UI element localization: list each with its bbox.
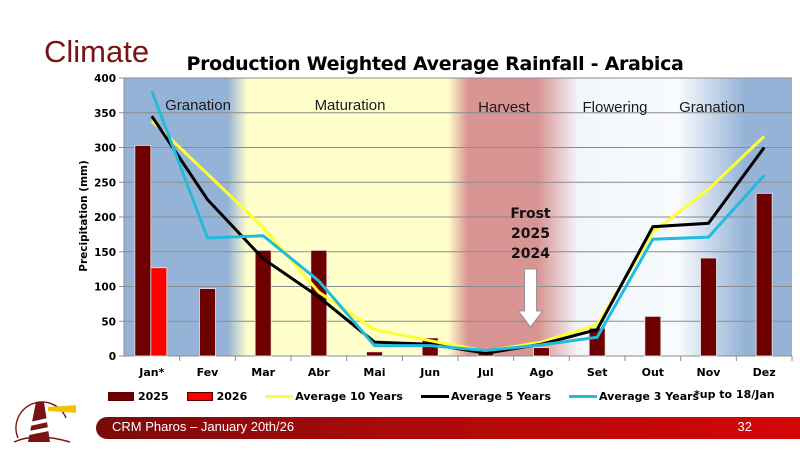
bar-2026 xyxy=(150,267,168,357)
bar-2025 xyxy=(199,288,216,357)
line-average-3-years xyxy=(150,90,766,352)
legend-swatch-avg3 xyxy=(569,394,598,398)
legend-2025: 2025 xyxy=(108,390,169,403)
x-tick-label: Set xyxy=(587,366,608,379)
phase-label: Granation xyxy=(165,97,231,114)
y-tick-label: 400 xyxy=(94,73,116,85)
x-tick-label: Jan* xyxy=(138,366,164,379)
x-tick-label: Jun xyxy=(419,366,440,379)
legend-swatch-avg5 xyxy=(420,394,449,398)
page-number: 32 xyxy=(737,419,752,434)
bars xyxy=(134,145,773,357)
bar-2025 xyxy=(254,249,272,357)
legend-label: Average 10 Years xyxy=(295,389,403,403)
y-tick-label: 300 xyxy=(94,143,116,155)
x-tick-label: Dez xyxy=(753,366,776,379)
x-tick-label: Fev xyxy=(197,366,220,379)
chart-title: Production Weighted Average Rainfall - A… xyxy=(186,53,684,75)
frost-annotation: Frost 2025 2024 xyxy=(510,206,551,328)
y-tick-label: 0 xyxy=(109,351,116,363)
bar-2025 xyxy=(644,315,662,357)
annotation-text: 2024 xyxy=(511,246,550,262)
legend-avg5: Average 5 Years xyxy=(420,389,552,403)
x-tick-label: Out xyxy=(642,366,664,379)
phase-label: Maturation xyxy=(315,97,386,114)
x-tick-label: Mai xyxy=(363,366,385,379)
phase-label: Granation xyxy=(679,99,745,116)
legend-label: Average 3 Years xyxy=(599,389,700,403)
y-tick-label: 100 xyxy=(94,282,116,294)
legend-swatch-avg10 xyxy=(265,394,294,398)
y-tick-label: 200 xyxy=(94,212,116,224)
phase-label: Harvest xyxy=(478,99,531,116)
legend-2026: 2026 xyxy=(186,389,248,403)
down-arrow-icon xyxy=(517,268,544,328)
y-axis-ticks: 0 50 100 150 200 250 300 350 400 xyxy=(94,73,125,363)
y-tick-label: 350 xyxy=(94,108,116,120)
footer-text: CRM Pharos – January 20th/26 xyxy=(112,419,295,434)
legend-label: Average 5 Years xyxy=(450,389,552,403)
x-tick-label: Mar xyxy=(251,366,275,379)
chart-legend: 2025 2026 Average 10 Years Average 5 Yea… xyxy=(108,388,717,404)
lighthouse-logo-icon xyxy=(13,401,76,443)
x-tick-label: Nov xyxy=(697,366,722,379)
bar-2025 xyxy=(533,347,550,357)
footnote: *up to 18/Jan xyxy=(694,388,775,401)
bar-2025 xyxy=(700,257,717,357)
bar-2025 xyxy=(366,351,383,357)
y-tick-label: 250 xyxy=(94,177,116,189)
slide-title: Climate xyxy=(44,34,150,69)
y-axis-label: Precipitation (mm) xyxy=(78,160,90,271)
legend-label: 2025 xyxy=(138,389,169,403)
x-tick-label: Abr xyxy=(308,366,330,379)
legend-avg3: Average 3 Years xyxy=(569,390,699,403)
x-axis-ticks: Jan* Fev Mar Abr Mai Jun Jul Ago Set Out Nov Dez xyxy=(138,356,793,379)
bar-2025 xyxy=(134,145,152,357)
lines xyxy=(150,90,766,355)
annotation-text: Frost xyxy=(510,206,551,222)
bar-2025 xyxy=(755,192,773,357)
legend-avg10: Average 10 Years xyxy=(265,390,403,403)
rainfall-chart: 0 50 100 150 200 250 300 350 400 Jan* Fev Mar Abr Ma… xyxy=(78,73,793,379)
x-tick-label: Ago xyxy=(530,366,554,379)
y-tick-label: 150 xyxy=(94,247,116,259)
legend-swatch-2026 xyxy=(186,391,213,401)
legend-swatch-2025 xyxy=(108,391,134,401)
phase-labels: Granation Maturation Harvest Flowering Grana… xyxy=(165,97,745,116)
phase-label: Flowering xyxy=(582,99,647,116)
y-tick-label: 50 xyxy=(101,316,116,328)
legend-label: 2026 xyxy=(216,389,248,403)
annotation-text: 2025 xyxy=(511,226,550,242)
x-tick-label: Jul xyxy=(477,366,494,379)
footer-bar xyxy=(96,417,800,439)
